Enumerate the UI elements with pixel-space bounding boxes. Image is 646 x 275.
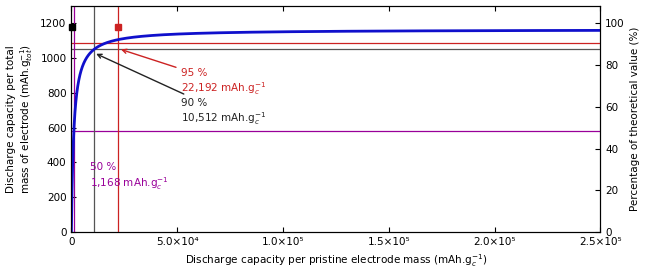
Text: 95 %
22,192 mAh.g$_c^{-1}$: 95 % 22,192 mAh.g$_c^{-1}$ [123,49,267,97]
Text: 90 %
10,512 mAh.g$_c^{-1}$: 90 % 10,512 mAh.g$_c^{-1}$ [98,54,267,127]
Y-axis label: Percentage of theoretical value (%): Percentage of theoretical value (%) [630,27,640,211]
Text: 50 %
1,168 mAh.g$_c^{-1}$: 50 % 1,168 mAh.g$_c^{-1}$ [90,163,169,192]
X-axis label: Discharge capacity per pristine electrode mass (mAh.g$_c^{-1}$): Discharge capacity per pristine electrod… [185,253,487,270]
Y-axis label: Discharge capacity per total
mass of electrode (mAh.g$_{tot}^{-1}$): Discharge capacity per total mass of ele… [6,44,35,194]
